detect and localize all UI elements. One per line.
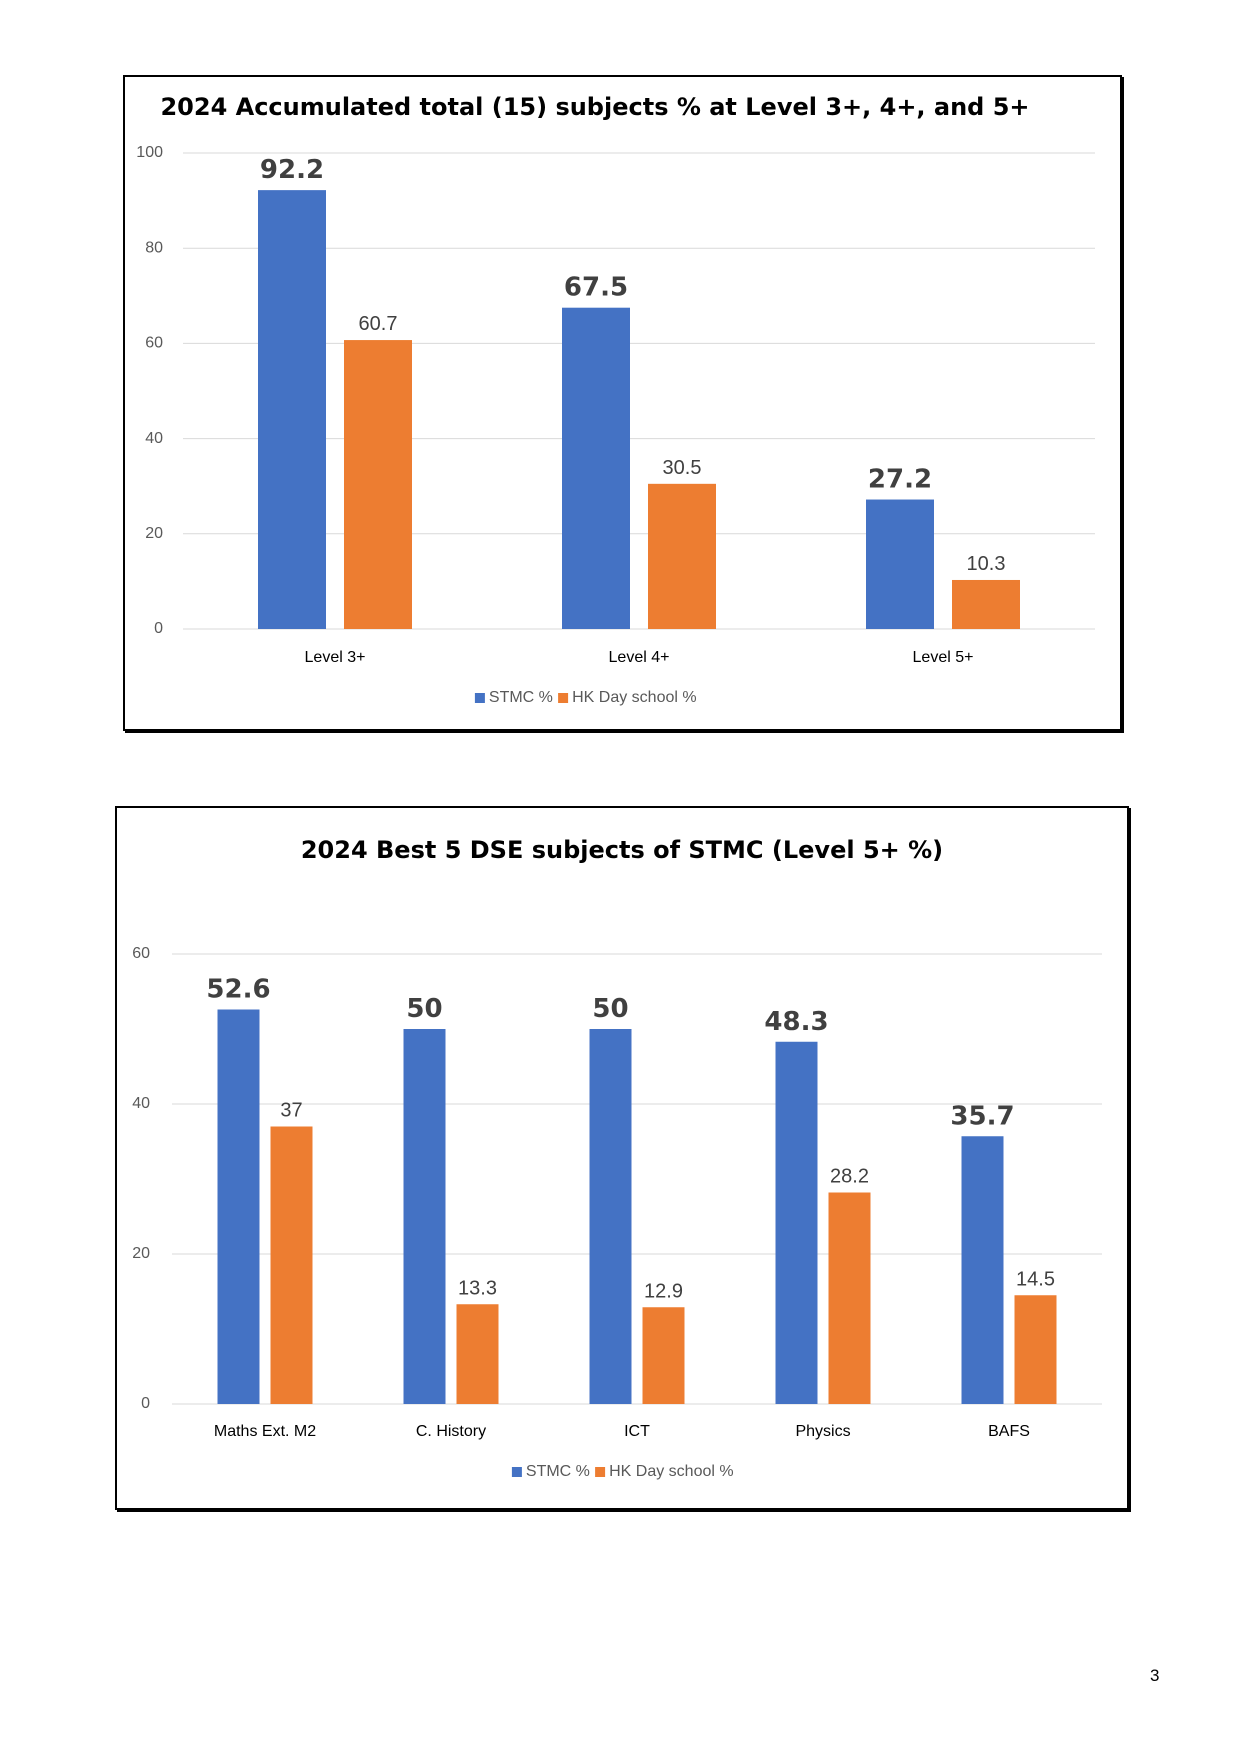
y-tick-label: 0 [154,620,163,637]
y-tick-label: 100 [136,144,163,161]
data-label-stmc: 50 [406,994,442,1024]
x-category-label: Level 4+ [609,649,670,666]
data-label-stmc: 27.2 [868,465,932,495]
bar-hk-day-school [828,1192,871,1404]
legend-label: HK Day school % [572,689,697,706]
chart-svg: 2024 Best 5 DSE subjects of STMC (Level … [132,836,1102,1480]
bar-stmc [589,1029,632,1404]
legend-swatch [474,693,485,703]
chart-best-5-subjects: 2024 Best 5 DSE subjects of STMC (Level … [115,806,1129,1510]
data-label-stmc: 52.6 [206,975,270,1005]
data-label-hk-day-school: 10.3 [967,553,1006,575]
bar-stmc [866,499,934,629]
page-number: 3 [1150,1666,1160,1685]
data-label-hk-day-school: 60.7 [359,313,398,335]
bar-hk-day-school [1014,1295,1057,1404]
chart-title: 2024 Best 5 DSE subjects of STMC (Level … [301,836,943,864]
x-category-label: Physics [795,1423,850,1440]
x-category-label: Level 5+ [913,649,974,666]
data-label-hk-day-school: 13.3 [458,1277,497,1299]
bar-stmc [961,1136,1004,1404]
legend-swatch [558,693,569,703]
y-tick-label: 60 [145,335,163,352]
bar-stmc [258,190,326,629]
y-tick-label: 0 [141,1395,150,1412]
y-tick-label: 60 [132,945,150,962]
x-category-label: C. History [416,1423,486,1440]
data-label-stmc: 92.2 [260,155,324,185]
bar-hk-day-school [648,483,716,629]
chart-accumulated-total: 2024 Accumulated total (15) subjects % a… [123,75,1122,731]
chart-title: 2024 Accumulated total (15) subjects % a… [160,93,1029,121]
bar-hk-day-school [952,579,1020,629]
y-tick-label: 20 [145,525,163,542]
chart-svg: 2024 Accumulated total (15) subjects % a… [136,93,1095,706]
data-label-hk-day-school: 14.5 [1016,1268,1055,1290]
data-label-hk-day-school: 28.2 [830,1166,869,1188]
y-tick-label: 40 [145,430,163,447]
data-label-hk-day-school: 37 [280,1100,302,1122]
x-category-label: Maths Ext. M2 [214,1423,316,1440]
bar-hk-day-school [270,1126,313,1404]
x-category-label: Level 3+ [305,649,366,666]
bar-hk-day-school [642,1307,685,1404]
x-category-label: ICT [624,1423,650,1440]
data-label-stmc: 48.3 [764,1007,828,1037]
y-tick-label: 40 [132,1095,150,1112]
bar-stmc [217,1009,260,1404]
legend-swatch [595,1467,606,1477]
legend-label: STMC % [526,1463,590,1480]
data-label-stmc: 50 [592,994,628,1024]
legend-label: HK Day school % [609,1463,734,1480]
bar-stmc [403,1029,446,1404]
x-category-label: BAFS [988,1423,1030,1440]
data-label-stmc: 35.7 [950,1101,1014,1131]
bar-hk-day-school [344,340,412,629]
legend-label: STMC % [489,689,553,706]
bar-stmc [775,1041,818,1404]
bar-stmc [562,307,630,629]
legend-swatch [511,1467,522,1477]
bar-hk-day-school [456,1304,499,1404]
y-tick-label: 80 [145,239,163,256]
data-label-hk-day-school: 12.9 [644,1280,683,1302]
data-label-hk-day-school: 30.5 [663,457,702,479]
y-tick-label: 20 [132,1245,150,1262]
data-label-stmc: 67.5 [564,273,628,303]
